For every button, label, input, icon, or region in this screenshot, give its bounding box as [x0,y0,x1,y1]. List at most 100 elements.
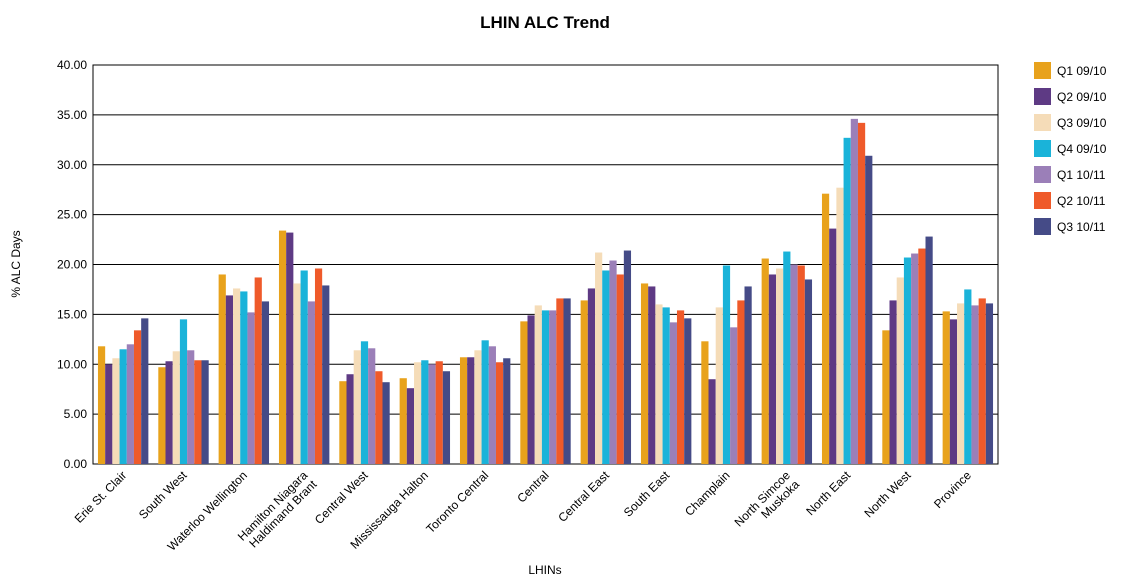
bar [179,319,188,464]
bar [964,289,972,464]
bar [957,303,965,464]
bar [428,364,436,464]
legend-label: Q1 09/10 [1057,64,1107,78]
bar [119,349,127,464]
bar [715,307,723,464]
bar [911,253,919,464]
bar [563,298,571,464]
y-tick-label: 30.00 [57,158,87,172]
bar [882,330,890,464]
bar [684,318,692,464]
x-tick-label: Toronto Central [423,468,491,536]
bar [942,311,950,464]
bar [985,303,994,464]
bar [857,122,866,464]
y-tick-label: 5.00 [64,407,88,421]
bar [414,362,422,464]
bar [903,257,912,464]
bar [406,388,415,464]
bar [467,357,475,464]
bar [971,305,979,464]
legend-swatch [1034,114,1051,131]
legend-label: Q1 10/11 [1057,168,1106,182]
x-tick-label: Champlain [682,468,732,518]
y-tick-label: 20.00 [57,258,87,272]
bar [925,236,933,464]
bar [676,310,685,464]
x-tick-label: North West [861,468,914,521]
bar [421,360,429,464]
bar [300,270,308,464]
bar [133,330,142,464]
bar [435,361,443,464]
bar [261,301,270,464]
bar [278,230,287,464]
bar [503,358,511,464]
bar [730,327,738,464]
legend-swatch [1034,62,1051,79]
legend-swatch [1034,218,1051,235]
bar [595,252,603,464]
chart-title: LHIN ALC Trend [480,13,610,32]
bar [655,304,663,464]
bar [360,341,369,464]
bar [399,378,407,464]
bar [648,286,656,464]
bar [286,232,294,464]
bar [797,265,805,464]
legend-swatch [1034,192,1051,209]
bar [368,348,376,464]
bar [662,307,670,464]
bar [293,283,301,464]
legend-label: Q2 10/11 [1057,194,1106,208]
bar [158,367,166,464]
x-tick-label: Central [514,468,551,505]
bar [201,360,209,464]
bar [165,361,173,464]
bar [949,319,958,464]
bar [602,270,610,464]
bar [172,351,180,464]
bar [580,300,588,464]
bar [481,340,489,464]
bar [829,228,837,464]
bar [112,358,120,464]
bar [218,274,226,464]
bar [587,288,596,464]
bar [708,379,716,464]
x-tick-label: South East [621,468,673,520]
bar [225,295,234,464]
bar [850,118,858,465]
bar [804,279,813,464]
y-tick-label: 10.00 [57,357,87,371]
y-tick-label: 35.00 [57,108,87,122]
bar [761,258,769,464]
y-axis-title: % ALC Days [9,230,23,297]
bar [541,310,550,464]
bar [768,274,777,464]
bar [474,350,482,464]
bar [233,288,241,464]
bar [549,310,557,464]
bar [187,350,195,464]
x-tick-label: Central West [312,468,371,527]
x-tick-label: Province [931,468,974,511]
y-tick-label: 25.00 [57,208,87,222]
bar [616,274,624,464]
bar [375,371,383,464]
legend-swatch [1034,88,1051,105]
legend-label: Q2 09/10 [1057,90,1107,104]
y-tick-label: 15.00 [57,307,87,321]
bar [701,341,709,464]
bar [790,264,798,464]
bar [918,248,926,464]
bar [640,283,649,464]
x-tick-label: Central East [555,468,612,525]
bar [194,360,202,464]
x-tick-label: Hamilton NiagaraHaldimand Brant [235,468,320,553]
bar [488,346,496,464]
bar [382,382,390,464]
bar [240,291,248,464]
bar [247,312,255,464]
bar [495,362,504,464]
